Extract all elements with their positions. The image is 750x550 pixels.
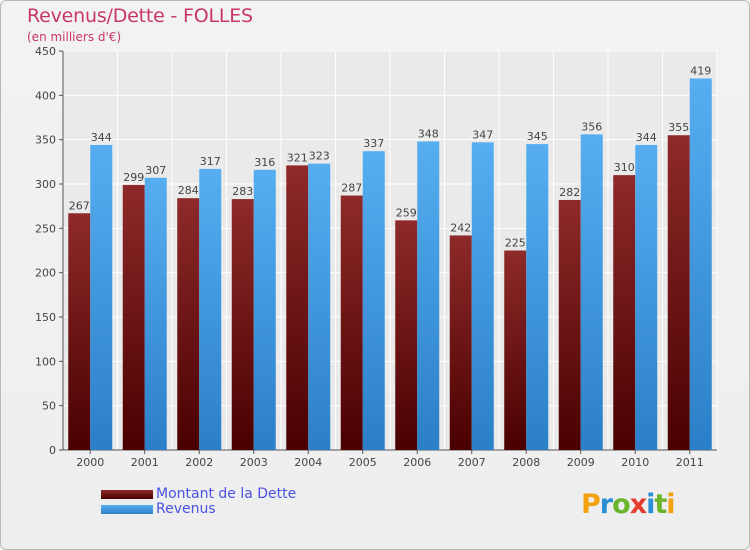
bar-revenus	[144, 177, 167, 450]
bar-dette	[122, 184, 145, 451]
data-label-revenus: 307	[145, 164, 166, 177]
bar-dette	[504, 250, 527, 450]
data-label-revenus: 317	[200, 155, 221, 168]
bar-dette	[340, 195, 363, 450]
bar-revenus	[526, 144, 549, 450]
bar-revenus	[635, 144, 658, 450]
x-tick-label: 2008	[512, 456, 540, 469]
y-tick-label: 350	[35, 134, 56, 147]
bar-revenus	[362, 151, 385, 450]
logo-letter: x	[629, 489, 647, 520]
x-tick-label: 2005	[349, 456, 377, 469]
x-tick-label: 2003	[240, 456, 268, 469]
y-tick-label: 50	[42, 400, 56, 413]
data-label-revenus: 345	[527, 130, 548, 143]
chart-subtitle: (en milliers d'€)	[27, 30, 122, 44]
x-tick-label: 2006	[403, 456, 431, 469]
data-label-dette: 283	[232, 185, 253, 198]
bar-dette	[449, 235, 472, 450]
data-label-dette: 259	[396, 206, 417, 219]
bar-dette	[286, 165, 309, 450]
y-tick-label: 0	[49, 444, 56, 457]
data-label-dette: 299	[123, 171, 144, 184]
bar-revenus	[417, 141, 440, 450]
data-label-revenus: 356	[581, 120, 602, 133]
bar-dette	[177, 198, 200, 450]
x-tick-label: 2004	[294, 456, 322, 469]
x-tick-label: 2010	[621, 456, 649, 469]
x-tick-label: 2007	[458, 456, 486, 469]
data-label-revenus: 337	[363, 137, 384, 150]
chart-legend: Montant de la Dette Revenus	[101, 487, 296, 517]
y-tick-label: 450	[35, 45, 56, 58]
x-tick-label: 2002	[185, 456, 213, 469]
y-tick-label: 250	[35, 222, 56, 235]
legend-label-dette: Montant de la Dette	[156, 486, 297, 502]
y-tick-label: 400	[35, 89, 56, 102]
proxiti-logo: Proxiti	[581, 489, 676, 520]
bar-revenus	[580, 134, 603, 450]
x-tick-label: 2009	[567, 456, 595, 469]
data-label-dette: 355	[668, 121, 689, 134]
legend-item-revenus: Revenus	[101, 502, 296, 517]
data-label-dette: 225	[505, 237, 526, 250]
data-label-dette: 310	[614, 161, 635, 174]
y-tick-label: 150	[35, 311, 56, 324]
bar-revenus	[689, 78, 712, 450]
bar-dette	[613, 175, 636, 450]
bar-revenus	[471, 142, 494, 450]
bar-dette	[558, 199, 581, 450]
y-tick-label: 300	[35, 178, 56, 191]
data-label-dette: 321	[287, 151, 308, 164]
data-label-revenus: 419	[690, 64, 711, 77]
logo-letter: o	[612, 489, 631, 520]
logo-letter: t	[654, 489, 667, 520]
data-label-dette: 284	[178, 184, 199, 197]
data-label-dette: 242	[450, 221, 471, 234]
legend-swatch-dette	[101, 490, 153, 499]
x-tick-label: 2000	[76, 456, 104, 469]
x-tick-label: 2011	[676, 456, 704, 469]
x-tick-label: 2001	[131, 456, 159, 469]
logo-letter: r	[599, 489, 613, 520]
bar-dette	[231, 199, 254, 450]
y-tick-label: 100	[35, 355, 56, 368]
bar-dette	[68, 213, 91, 450]
data-label-dette: 267	[69, 199, 90, 212]
bar-revenus	[253, 169, 276, 450]
logo-letter: i	[666, 489, 675, 520]
data-label-revenus: 344	[91, 131, 112, 144]
bar-dette	[395, 220, 418, 450]
data-label-dette: 287	[341, 182, 362, 195]
bar-revenus	[90, 144, 113, 450]
legend-label-revenus: Revenus	[156, 501, 216, 517]
bar-revenus	[308, 163, 331, 450]
chart-title: Revenus/Dette - FOLLES	[27, 5, 253, 27]
bar-revenus	[199, 168, 222, 450]
logo-letter: P	[581, 489, 601, 520]
data-label-dette: 282	[559, 186, 580, 199]
y-tick-label: 200	[35, 267, 56, 280]
data-label-revenus: 316	[254, 156, 275, 169]
logo-letter: i	[646, 489, 655, 520]
data-label-revenus: 348	[418, 127, 439, 140]
legend-swatch-revenus	[101, 505, 153, 514]
data-label-revenus: 344	[636, 131, 657, 144]
data-label-revenus: 323	[309, 150, 330, 163]
data-label-revenus: 347	[472, 128, 493, 141]
bar-dette	[667, 135, 690, 450]
legend-item-dette: Montant de la Dette	[101, 487, 296, 502]
